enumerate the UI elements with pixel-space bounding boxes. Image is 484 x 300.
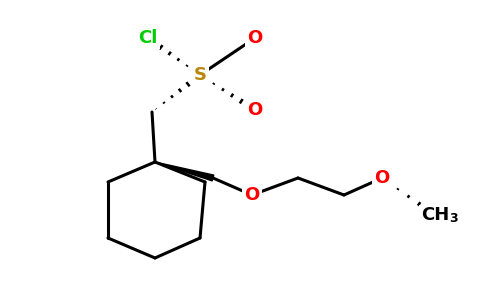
Text: O: O [375,169,390,187]
Polygon shape [155,162,214,181]
Text: O: O [247,29,263,47]
Text: O: O [247,101,263,119]
Text: CH: CH [421,206,449,224]
Text: 3: 3 [449,212,458,224]
Text: Cl: Cl [138,29,158,47]
Text: S: S [194,66,207,84]
Text: O: O [244,186,259,204]
